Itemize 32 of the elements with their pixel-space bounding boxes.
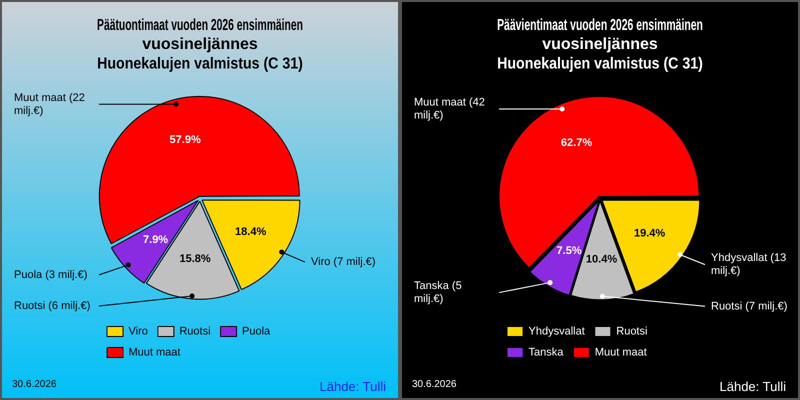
legend-label: Ruotsi — [179, 326, 211, 338]
data-label: 15.8% — [179, 253, 211, 266]
chart-title: Päävientimaat vuoden 2026 ensimmäinen vuosineljännes — [497, 16, 703, 54]
text: Muut maat (42 milj.€) — [414, 96, 485, 122]
text: Viro (7 milj.€) — [311, 256, 376, 268]
data-label: 7.5% — [556, 244, 582, 257]
text: Ruotsi (7 milj.€) — [711, 300, 788, 312]
text: Ruotsi (6 milj.€) — [14, 300, 90, 312]
text: Muut maat (22 milj.€) — [14, 92, 85, 117]
chart-subtitle: Huonekalujen valmistus (C 31) — [497, 54, 703, 73]
legend-label: Muut maat — [128, 346, 180, 359]
data-label: 19.4% — [634, 227, 666, 240]
text: Lähde: Tulli — [320, 379, 386, 394]
data-label: 57.9% — [170, 134, 201, 146]
data-label: 10.4% — [586, 253, 618, 266]
legend-label: Puola — [242, 326, 272, 338]
text: 30.6.2026 — [412, 379, 456, 390]
data-label: 62.7% — [560, 137, 592, 150]
chart-title: Päätuontimaat vuoden 2026 ensimmäinen vuosineljännes — [97, 16, 303, 54]
text: 30.6.2026 — [12, 379, 56, 390]
text: Yhdysvallat (13 milj.€) — [711, 252, 786, 278]
data-label: 7.9% — [143, 234, 168, 246]
legend-label: Yhdysvallat — [528, 326, 585, 338]
text: Puola (3 milj.€) — [14, 268, 88, 281]
text: Tanska (5 milj.€) — [414, 280, 462, 306]
legend-label: Muut maat — [594, 346, 647, 359]
data-label: 18.4% — [235, 226, 266, 238]
text: Lähde: Tulli — [720, 379, 786, 394]
chart-subtitle: Huonekalujen valmistus (C 31) — [97, 54, 303, 73]
legend-label: Viro — [128, 326, 148, 338]
legend-label: Ruotsi — [616, 326, 648, 338]
legend-label: Tanska — [528, 346, 564, 359]
